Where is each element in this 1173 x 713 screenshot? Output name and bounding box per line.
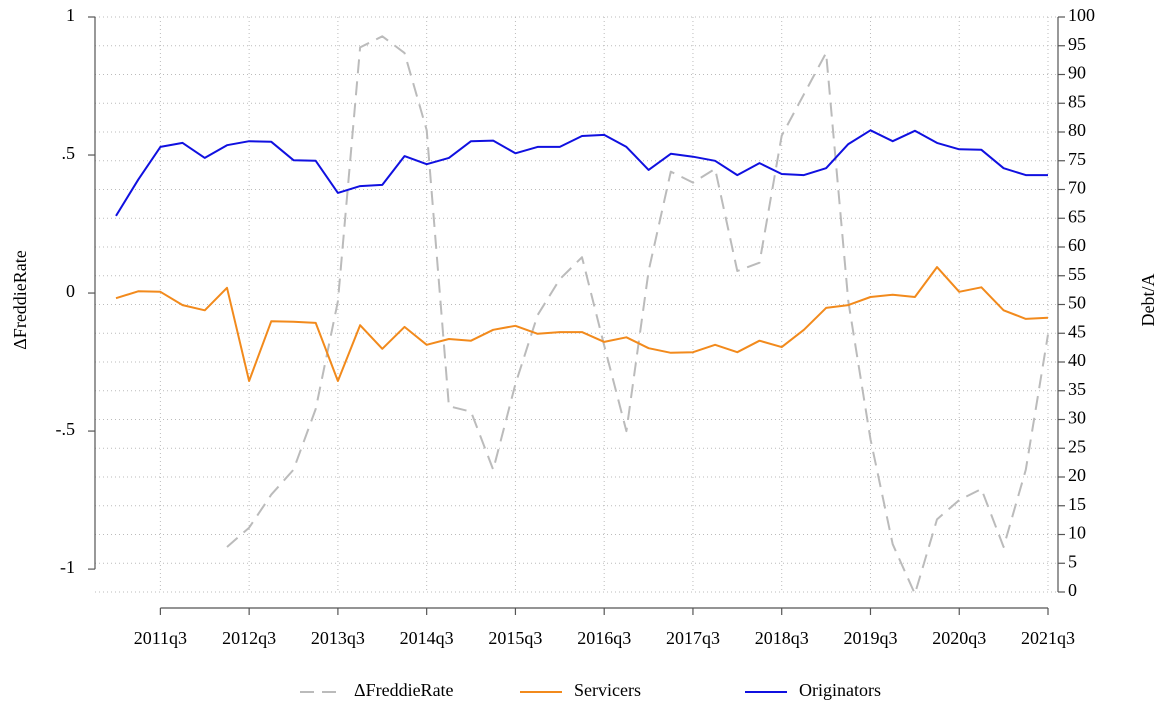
x-tick-label: 2013q3 [311, 628, 365, 648]
legend-label: ΔFreddieRate [354, 680, 454, 700]
x-tick-label: 2020q3 [932, 628, 986, 648]
x-tick-label: 2015q3 [488, 628, 542, 648]
y2-tick-label: 65 [1068, 206, 1086, 226]
y2-tick-label: 75 [1068, 149, 1086, 169]
y2-tick-label: 55 [1068, 264, 1086, 284]
y2-tick-label: 50 [1068, 293, 1086, 313]
x-tick-label: 2019q3 [843, 628, 897, 648]
series-line [226, 35, 1049, 595]
y-tick-label: 0 [66, 281, 75, 301]
y2-axis-title: Debt/A [1138, 274, 1158, 327]
x-tick-label: 2011q3 [134, 628, 187, 648]
y2-tick-label: 5 [1068, 551, 1077, 571]
y2-tick-label: 60 [1068, 235, 1086, 255]
legend-label: Servicers [574, 680, 641, 700]
y2-tick-label: 80 [1068, 120, 1086, 140]
y2-tick-label: 20 [1068, 465, 1086, 485]
y2-tick-label: 10 [1068, 523, 1086, 543]
y2-tick-label: 30 [1068, 408, 1086, 428]
y-tick-label: -1 [60, 557, 75, 577]
series-line [115, 129, 1048, 217]
y2-tick-label: 70 [1068, 178, 1086, 198]
x-tick-label: 2012q3 [222, 628, 276, 648]
x-tick-label: 2016q3 [577, 628, 631, 648]
y2-tick-label: 90 [1068, 63, 1086, 83]
x-tick-label: 2014q3 [400, 628, 454, 648]
x-tick-label: 2021q3 [1021, 628, 1075, 648]
y2-tick-label: 25 [1068, 436, 1086, 456]
y2-tick-label: 100 [1068, 5, 1095, 25]
series-line [115, 266, 1049, 382]
y2-tick-label: 85 [1068, 91, 1086, 111]
x-tick-label: 2017q3 [666, 628, 720, 648]
x-tick-label: 2018q3 [755, 628, 809, 648]
y2-tick-label: 45 [1068, 321, 1086, 341]
legend-label: Originators [799, 680, 881, 700]
y-tick-label: -.5 [56, 419, 76, 439]
y-tick-label: .5 [62, 143, 76, 163]
y2-tick-label: 15 [1068, 494, 1086, 514]
y-axis-title: ΔFreddieRate [10, 250, 30, 350]
y2-tick-label: 0 [1068, 580, 1077, 600]
y-tick-label: 1 [66, 5, 75, 25]
y2-tick-label: 95 [1068, 34, 1086, 54]
y2-tick-label: 35 [1068, 379, 1086, 399]
y2-tick-label: 40 [1068, 350, 1086, 370]
